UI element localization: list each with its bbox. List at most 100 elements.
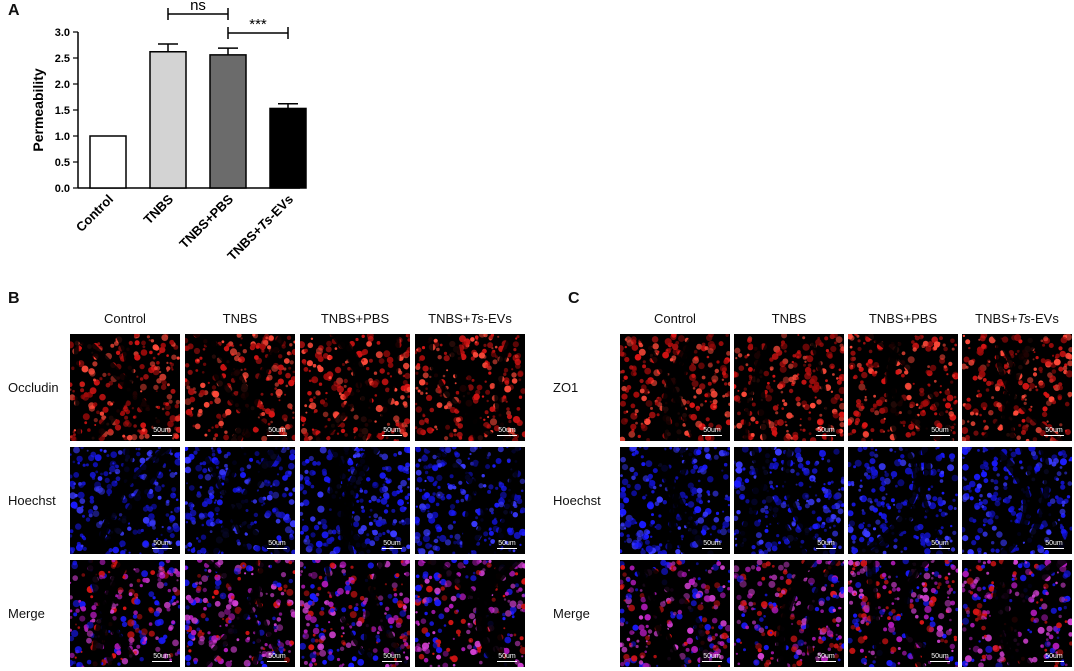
scale-bar: 50um	[702, 427, 722, 436]
scale-bar-line	[152, 435, 172, 436]
scale-bar: 50um	[816, 653, 836, 662]
panel_b-image-hoechst: 50um	[415, 447, 525, 554]
panel_c-image-zo1: 50um	[620, 334, 730, 441]
scale-bar-label: 50um	[817, 540, 835, 547]
panel_b-image-merge: 50um	[70, 560, 180, 667]
scale-bar-label: 50um	[703, 427, 721, 434]
scale-bar-label: 50um	[268, 540, 286, 547]
bar-tnbs-pbs	[209, 54, 247, 189]
scale-bar-line	[267, 548, 287, 549]
scale-bar-line	[930, 548, 950, 549]
scale-bar: 50um	[1044, 653, 1064, 662]
scale-bar-label: 50um	[931, 653, 949, 660]
x-tick-label: TNBS+PBS	[176, 191, 236, 251]
panel_c-column-header: TNBS	[771, 311, 807, 326]
panel-label-a: A	[8, 2, 20, 19]
panel_c-column-header: TNBS+PBS	[868, 311, 938, 326]
scale-bar: 50um	[702, 540, 722, 549]
panel_b-image-occludin: 50um	[185, 334, 295, 441]
y-tick-label: 1.5	[55, 105, 70, 117]
scale-bar: 50um	[267, 540, 287, 549]
panel_b-image-merge: 50um	[185, 560, 295, 667]
panel_b-image-occludin: 50um	[300, 334, 410, 441]
y-tick-label: 2.0	[55, 79, 70, 91]
scale-bar-line	[497, 435, 517, 436]
scale-bar-label: 50um	[153, 427, 171, 434]
scale-bar-label: 50um	[817, 427, 835, 434]
scale-bar-label: 50um	[153, 653, 171, 660]
scale-bar-label: 50um	[931, 427, 949, 434]
scale-bar-line	[816, 435, 836, 436]
scale-bar-line	[267, 661, 287, 662]
scale-bar-line	[816, 661, 836, 662]
bar-chart: Permeability 0.0 0.5 1.0 1.5 2.0 2.5 3.0 Control…	[30, 0, 307, 263]
panel_c-image-merge: 50um	[734, 560, 844, 667]
y-tick-label: 0.5	[55, 157, 70, 169]
x-tick-label: Control	[73, 192, 116, 235]
y-tick-label: 0.0	[55, 183, 70, 195]
panel_b-column-header: TNBS+PBS	[320, 311, 390, 326]
panel_b-column-header: Control	[104, 311, 146, 326]
scale-bar-label: 50um	[1045, 540, 1063, 547]
scale-bar-label: 50um	[703, 653, 721, 660]
panel_c-image-hoechst: 50um	[962, 447, 1072, 554]
panel_c-image-hoechst: 50um	[734, 447, 844, 554]
scale-bar: 50um	[382, 427, 402, 436]
scale-bar-line	[702, 661, 722, 662]
panel_b-row-label-hoechst: Hoechst	[8, 492, 56, 508]
scale-bar: 50um	[382, 653, 402, 662]
significance-label: ns	[190, 0, 206, 14]
scale-bar-line	[930, 435, 950, 436]
scale-bar-line	[1044, 435, 1064, 436]
scale-bar: 50um	[702, 653, 722, 662]
panel_c-row-label-merge: Merge	[553, 605, 590, 621]
scale-bar-line	[497, 548, 517, 549]
scale-bar: 50um	[497, 540, 517, 549]
y-axis-label: Permeability	[30, 68, 46, 151]
scale-bar: 50um	[1044, 427, 1064, 436]
scale-bar: 50um	[930, 653, 950, 662]
panel-label-c: C	[568, 290, 580, 307]
scale-bar-line	[382, 661, 402, 662]
scale-bar-label: 50um	[268, 427, 286, 434]
x-tick-label: TNBS	[140, 191, 176, 227]
scale-bar-line	[702, 435, 722, 436]
scale-bar: 50um	[382, 540, 402, 549]
scale-bar-line	[152, 548, 172, 549]
panel_b-column-header: TNBS+Ts-EVs	[428, 311, 512, 326]
scale-bar-line	[1044, 548, 1064, 549]
y-tick-label: 2.5	[55, 53, 70, 65]
panel_b-image-occludin: 50um	[415, 334, 525, 441]
panel_c-image-merge: 50um	[962, 560, 1072, 667]
panel_b-image-hoechst: 50um	[70, 447, 180, 554]
scale-bar-label: 50um	[498, 427, 516, 434]
scale-bar: 50um	[816, 540, 836, 549]
scale-bar-line	[497, 661, 517, 662]
scale-bar-label: 50um	[383, 540, 401, 547]
scale-bar: 50um	[267, 653, 287, 662]
scale-bar-label: 50um	[383, 653, 401, 660]
scale-bar-label: 50um	[383, 427, 401, 434]
panel_c-image-zo1: 50um	[848, 334, 958, 441]
scale-bar: 50um	[816, 427, 836, 436]
scale-bar-line	[702, 548, 722, 549]
scale-bar-label: 50um	[498, 540, 516, 547]
panel_c-image-merge: 50um	[848, 560, 958, 667]
y-tick-label: 1.0	[55, 131, 70, 143]
scale-bar-label: 50um	[1045, 653, 1063, 660]
scale-bar: 50um	[497, 653, 517, 662]
panel_b-column-header: TNBS	[222, 311, 258, 326]
scale-bar-label: 50um	[153, 540, 171, 547]
scale-bar: 50um	[930, 427, 950, 436]
panel-label-b: B	[8, 290, 20, 307]
scale-bar-label: 50um	[268, 653, 286, 660]
panel_c-image-hoechst: 50um	[848, 447, 958, 554]
scale-bar-line	[930, 661, 950, 662]
bar-control	[89, 135, 127, 189]
scale-bar-label: 50um	[703, 540, 721, 547]
scale-bar-label: 50um	[817, 653, 835, 660]
panel_c-image-merge: 50um	[620, 560, 730, 667]
scale-bar-label: 50um	[931, 540, 949, 547]
scale-bar: 50um	[267, 427, 287, 436]
panel_c-row-label-hoechst: Hoechst	[553, 492, 601, 508]
